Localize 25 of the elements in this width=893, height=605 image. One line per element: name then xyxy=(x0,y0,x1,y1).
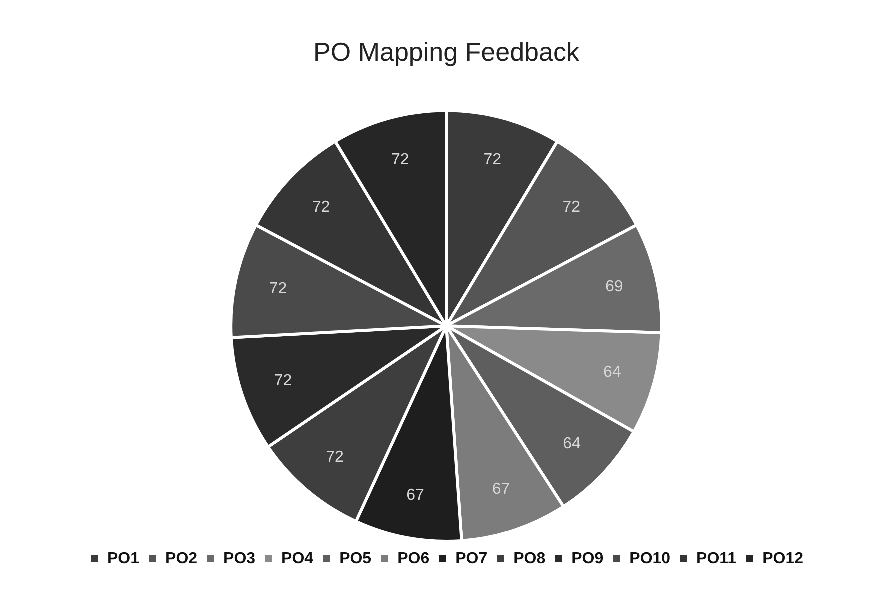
chart-title: PO Mapping Feedback xyxy=(314,36,580,67)
data-label: 64 xyxy=(563,436,582,453)
data-label: 72 xyxy=(484,151,502,168)
legend-label: PO1 xyxy=(108,550,140,568)
legend-label: PO10 xyxy=(630,550,671,568)
legend-label: PO7 xyxy=(456,550,488,568)
legend-label: PO5 xyxy=(340,550,372,568)
legend-label: PO3 xyxy=(224,550,256,568)
legend-label: PO6 xyxy=(398,550,430,568)
data-label: 67 xyxy=(406,487,425,504)
data-label: 72 xyxy=(562,199,581,216)
legend-label: PO8 xyxy=(514,550,546,568)
data-label: 72 xyxy=(269,280,288,298)
data-label: 69 xyxy=(605,278,624,296)
data-label: 67 xyxy=(492,480,510,498)
data-label: 72 xyxy=(312,199,330,216)
legend-label: PO12 xyxy=(762,550,804,568)
data-label: 72 xyxy=(326,448,344,466)
legend-label: PO9 xyxy=(572,550,604,568)
legend-label: PO4 xyxy=(282,550,314,568)
data-label: 72 xyxy=(391,151,410,168)
legend-label: PO11 xyxy=(696,550,737,568)
data-label: 64 xyxy=(604,364,622,381)
legend-label: PO2 xyxy=(166,550,198,568)
data-label: 72 xyxy=(274,372,292,390)
